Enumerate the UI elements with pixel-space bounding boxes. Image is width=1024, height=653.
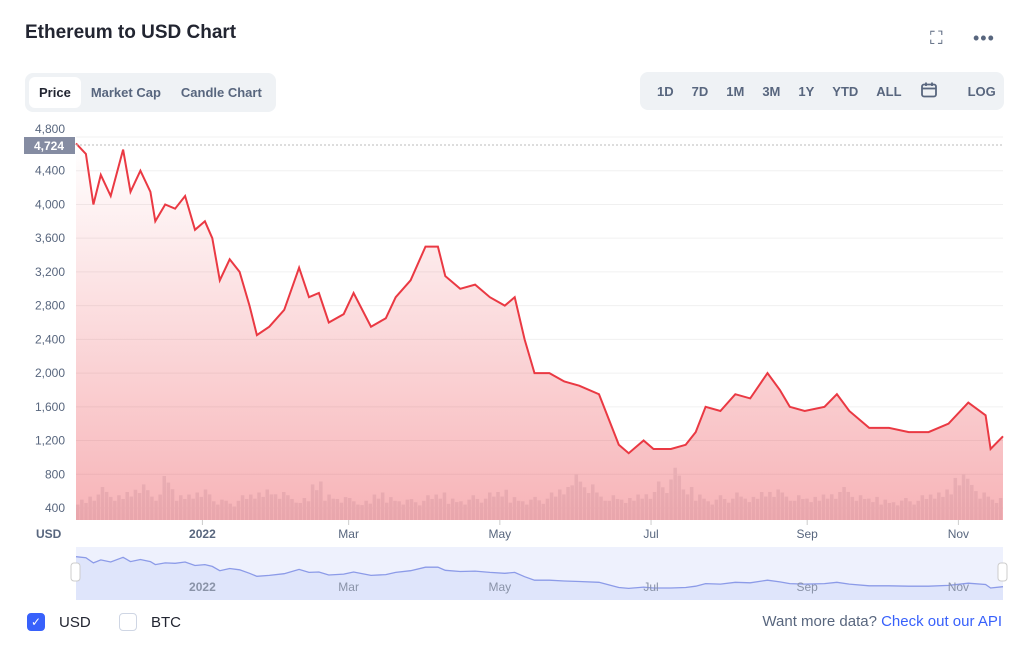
y-tick-label: 2,800 xyxy=(35,299,65,313)
api-link[interactable]: Check out our API xyxy=(881,613,1002,630)
btc-label: BTC xyxy=(151,613,181,631)
usd-checkbox[interactable]: ✓ xyxy=(27,613,45,631)
time-range-selector: 1D 7D 1M 3M 1Y YTD ALL LOG xyxy=(640,72,1004,110)
tab-candle-chart[interactable]: Candle Chart xyxy=(180,85,262,100)
y-tick-label: 800 xyxy=(45,467,65,481)
range-ytd[interactable]: YTD xyxy=(832,83,859,99)
navigator-line xyxy=(75,556,1004,590)
y-tick-label: 2,000 xyxy=(35,366,65,380)
usd-label: USD xyxy=(59,613,91,631)
range-1m[interactable]: 1M xyxy=(726,83,745,99)
navigator-x-label: Sep xyxy=(797,580,819,594)
y-tick-label: 3,200 xyxy=(35,265,65,279)
y-tick-label: 4,800 xyxy=(35,122,65,136)
x-tick-label: Jul xyxy=(643,527,658,541)
calendar-icon[interactable] xyxy=(911,81,947,102)
navigator-x-label: May xyxy=(489,580,512,594)
more-horizontal-icon[interactable]: ••• xyxy=(973,28,995,48)
y-tick-label: 4,400 xyxy=(35,164,65,178)
navigator-x-label: Nov xyxy=(948,580,969,594)
current-price-badge xyxy=(24,137,75,154)
price-line xyxy=(75,142,1004,455)
x-tick-label: Sep xyxy=(797,527,819,541)
current-price-label: 4,724 xyxy=(34,139,64,153)
page-title: Ethereum to USD Chart xyxy=(25,22,237,43)
usd-checkbox-row[interactable]: ✓ USD xyxy=(27,613,91,631)
navigator-left-handle[interactable] xyxy=(70,562,81,582)
range-1y[interactable]: 1Y xyxy=(798,83,815,99)
y-tick-label: 1,200 xyxy=(35,434,65,448)
y-axis-unit: USD xyxy=(36,527,62,541)
tab-price[interactable]: Price xyxy=(29,77,81,108)
y-tick-label: 4,000 xyxy=(35,197,65,211)
api-prompt-text: Want more data? xyxy=(762,613,877,630)
navigator-x-label: 2022 xyxy=(189,580,216,594)
y-tick-label: 400 xyxy=(45,501,65,515)
x-tick-label: Mar xyxy=(338,527,359,541)
range-7d[interactable]: 7D xyxy=(691,83,709,99)
navigator-x-label: Jul xyxy=(643,580,658,594)
range-3m[interactable]: 3M xyxy=(762,83,781,99)
price-chart[interactable]: 4,800 4,400 4,000 3,600 3,200 2,800 2,400 2,000… xyxy=(0,0,1024,610)
range-1d[interactable]: 1D xyxy=(657,83,674,99)
y-tick-label: 2,400 xyxy=(35,332,65,346)
navigator-right-handle[interactable] xyxy=(997,562,1008,582)
y-tick-label: 1,600 xyxy=(35,400,65,414)
expand-icon[interactable]: ⛶ xyxy=(930,28,943,48)
api-prompt: Want more data? Check out our API xyxy=(762,613,1002,630)
btc-checkbox[interactable] xyxy=(119,613,137,631)
price-area-fill xyxy=(76,143,1003,520)
log-toggle[interactable]: LOG xyxy=(967,83,996,99)
navigator-x-label: Mar xyxy=(338,580,359,594)
tab-market-cap[interactable]: Market Cap xyxy=(90,85,161,100)
btc-checkbox-row[interactable]: BTC xyxy=(119,613,181,631)
y-tick-label: 3,600 xyxy=(35,231,65,245)
navigator-area xyxy=(76,556,1003,600)
chart-type-tabs: Price Market Cap Candle Chart xyxy=(25,73,276,112)
x-tick-label: Nov xyxy=(948,527,969,541)
x-tick-label: May xyxy=(489,527,512,541)
x-tick-label: 2022 xyxy=(189,527,216,541)
range-all[interactable]: ALL xyxy=(876,83,902,99)
